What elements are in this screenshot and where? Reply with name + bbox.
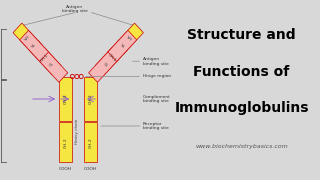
FancyBboxPatch shape	[59, 77, 72, 121]
Text: Immunoglobulins: Immunoglobulins	[174, 101, 309, 115]
Text: COOH: COOH	[84, 167, 97, 171]
Text: Functions of: Functions of	[194, 65, 290, 79]
Text: CH-2: CH-2	[64, 137, 68, 148]
Text: Receptor
binding site: Receptor binding site	[143, 122, 169, 130]
Text: www.biochemistrybasics.com: www.biochemistrybasics.com	[195, 144, 288, 149]
Bar	[13, 23, 42, 54]
Text: Complement
binding site: Complement binding site	[143, 95, 171, 103]
Text: VL: VL	[31, 43, 37, 49]
Text: Antigen
binding site: Antigen binding site	[62, 5, 88, 13]
Text: CH-1: CH-1	[107, 53, 116, 62]
Bar	[29, 40, 61, 75]
FancyBboxPatch shape	[59, 122, 72, 162]
Text: CH-1: CH-1	[40, 53, 50, 62]
FancyBboxPatch shape	[84, 122, 97, 162]
Bar	[115, 23, 143, 54]
Bar	[89, 47, 121, 82]
Text: Structure and: Structure and	[187, 28, 296, 42]
Text: Antigen
binding site: Antigen binding site	[143, 57, 169, 66]
Text: Hinge region: Hinge region	[143, 75, 171, 78]
Bar	[108, 30, 137, 62]
Bar	[36, 47, 68, 82]
Bar	[20, 30, 49, 62]
Text: Heavy chain: Heavy chain	[75, 119, 78, 144]
Text: CL: CL	[48, 62, 55, 68]
Text: VH: VH	[125, 35, 132, 42]
Text: VL: VL	[119, 43, 125, 49]
Text: CH-3: CH-3	[64, 94, 68, 104]
FancyBboxPatch shape	[84, 77, 97, 121]
Bar	[95, 40, 128, 75]
Text: COOH: COOH	[59, 167, 72, 171]
Text: CL: CL	[102, 62, 108, 68]
Text: VH: VH	[24, 35, 31, 42]
Text: CH-2: CH-2	[89, 137, 93, 148]
Text: CH-3: CH-3	[89, 94, 93, 104]
